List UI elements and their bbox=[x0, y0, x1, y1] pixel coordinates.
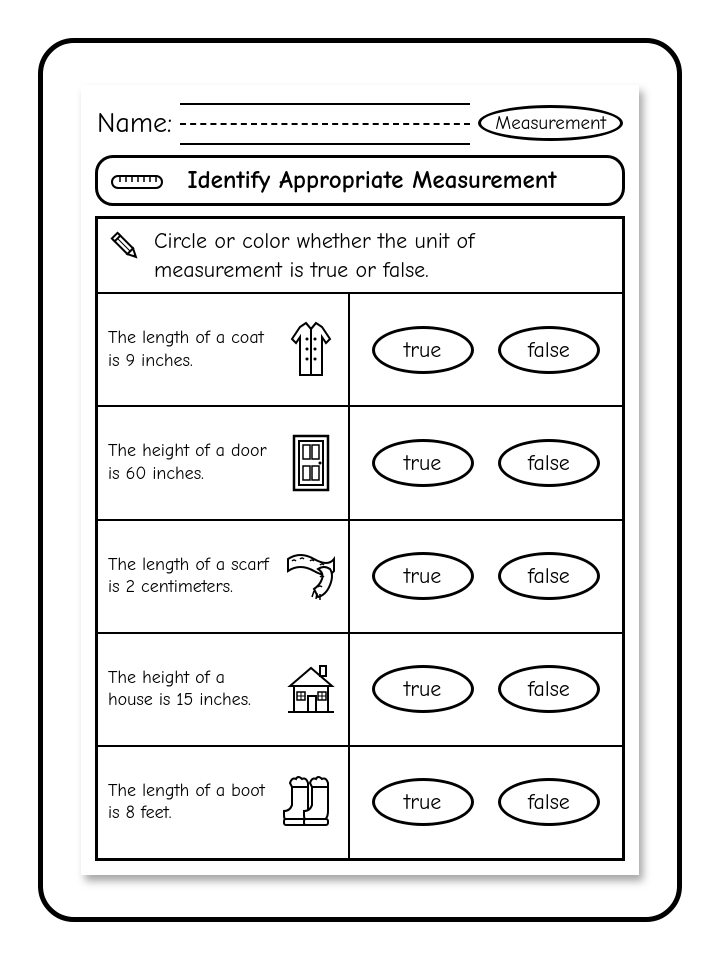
main-panel: Circle or color whether the unit of meas… bbox=[95, 216, 625, 861]
true-option[interactable]: true bbox=[372, 665, 474, 713]
title-bar: Identify Appropriate Measurement bbox=[95, 155, 625, 206]
true-option[interactable]: true bbox=[372, 439, 474, 487]
answer-cell: true false bbox=[350, 294, 622, 405]
answer-cell: true false bbox=[350, 747, 622, 858]
statement-text: The length of a scarf is 2 centimeters. bbox=[108, 554, 274, 599]
answer-cell: true false bbox=[350, 407, 622, 518]
table-row: The height of a door is 60 inches. bbox=[98, 407, 622, 520]
answer-cell: true false bbox=[350, 634, 622, 745]
table-row: The height of a house is 15 inches. bbox=[98, 634, 622, 747]
false-option[interactable]: false bbox=[498, 665, 600, 713]
false-option[interactable]: false bbox=[498, 778, 600, 826]
worksheet-page: Name: Measurement Identify Appropriate M… bbox=[81, 85, 639, 875]
answer-cell: true false bbox=[350, 521, 622, 632]
name-label: Name: bbox=[97, 107, 172, 139]
instruction-row: Circle or color whether the unit of meas… bbox=[98, 219, 622, 292]
statement-text: The length of a boot is 8 feet. bbox=[108, 780, 274, 825]
table-row: The length of a boot is 8 feet. true f bbox=[98, 747, 622, 858]
true-option[interactable]: true bbox=[372, 778, 474, 826]
scarf-icon bbox=[280, 545, 342, 607]
name-row: Name: Measurement bbox=[95, 97, 625, 145]
false-option[interactable]: false bbox=[498, 326, 600, 374]
name-writing-line[interactable] bbox=[180, 101, 470, 145]
statement-text: The height of a door is 60 inches. bbox=[108, 440, 274, 485]
false-option[interactable]: false bbox=[498, 439, 600, 487]
statement-cell: The height of a door is 60 inches. bbox=[98, 407, 350, 518]
pencil-icon bbox=[108, 229, 144, 265]
worksheet-title: Identify Appropriate Measurement bbox=[174, 166, 610, 195]
subject-badge: Measurement bbox=[478, 105, 623, 141]
boots-icon bbox=[280, 771, 342, 833]
true-option[interactable]: true bbox=[372, 552, 474, 600]
statement-text: The height of a house is 15 inches. bbox=[108, 667, 274, 712]
coat-icon bbox=[280, 319, 342, 381]
statement-cell: The length of a scarf is 2 centimeters. bbox=[98, 521, 350, 632]
true-option[interactable]: true bbox=[372, 326, 474, 374]
door-icon bbox=[280, 432, 342, 494]
question-table: The length of a coat is 9 inches. bbox=[98, 292, 622, 858]
statement-cell: The height of a house is 15 inches. bbox=[98, 634, 350, 745]
table-row: The length of a coat is 9 inches. bbox=[98, 294, 622, 407]
statement-text: The length of a coat is 9 inches. bbox=[108, 327, 274, 372]
statement-cell: The length of a coat is 9 inches. bbox=[98, 294, 350, 405]
house-icon bbox=[280, 658, 342, 720]
ruler-icon bbox=[110, 168, 164, 194]
table-row: The length of a scarf is 2 centimeters. bbox=[98, 521, 622, 634]
outer-frame: Name: Measurement Identify Appropriate M… bbox=[38, 38, 682, 922]
statement-cell: The length of a boot is 8 feet. bbox=[98, 747, 350, 858]
false-option[interactable]: false bbox=[498, 552, 600, 600]
instruction-text: Circle or color whether the unit of meas… bbox=[154, 227, 602, 284]
